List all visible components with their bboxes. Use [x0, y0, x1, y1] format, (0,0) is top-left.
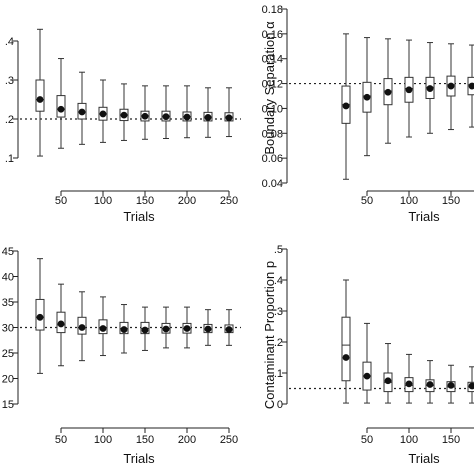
mean-point	[342, 102, 350, 110]
y-tick-label: 25	[2, 348, 14, 360]
y-tick-label: 0.10	[262, 103, 283, 115]
mean-point	[120, 111, 128, 119]
panel-top-left: .1 .2 .3 .4 50 100 150 200 250 Trials	[5, 28, 241, 224]
mean-point	[384, 88, 392, 96]
y-tick-label: .3	[5, 75, 14, 87]
y-tick-label: 0	[277, 399, 283, 411]
mean-point	[447, 382, 455, 389]
x-tick-label: 150	[442, 434, 460, 446]
mean-point	[162, 113, 170, 121]
mean-point	[78, 324, 86, 331]
mean-point	[363, 372, 371, 380]
mean-point	[426, 85, 434, 92]
y-tick-label: .5	[274, 244, 283, 256]
mean-point	[99, 110, 107, 118]
box	[341, 316, 351, 382]
mean-point	[36, 96, 44, 103]
y-tick-label: .2	[5, 114, 14, 126]
panel-top-right: 0.04 0.06 0.08 0.10 0.12 0.14 0.16 0.18 50 100 150…	[262, 4, 474, 224]
y-tick-label: .2	[274, 337, 283, 349]
x-tick-label: 250	[220, 195, 238, 207]
y-tick-label: .3	[274, 306, 283, 318]
x-axis-title: Trials	[123, 209, 155, 224]
mean-point	[405, 86, 413, 94]
x-axis-title: Trials	[123, 451, 155, 466]
mean-point	[405, 380, 413, 388]
y-tick-label: 15	[2, 399, 14, 411]
mean-point	[204, 114, 212, 121]
mean-point	[141, 112, 149, 120]
mean-point	[78, 108, 86, 116]
y-tick-label: 0.12	[262, 79, 283, 91]
y-tick-label: .1	[5, 153, 14, 165]
x-axis-title: Trials	[408, 209, 440, 224]
mean-point	[183, 325, 191, 332]
mean-point	[120, 326, 128, 333]
mean-point	[36, 313, 44, 321]
x-tick-label: 200	[178, 195, 196, 207]
mean-point	[183, 113, 191, 121]
y-axis-title: Boundary Separation α	[262, 21, 277, 155]
mean-point	[468, 82, 474, 90]
mean-point	[57, 320, 65, 328]
panel-bottom-right: 0.1.2.3.4.550100150200TrialsContaminant …	[262, 244, 474, 466]
y-tick-label: 30	[2, 323, 14, 335]
mean-point	[225, 326, 233, 333]
y-tick-label: 40	[2, 272, 14, 284]
y-tick-label: 0.18	[262, 4, 283, 16]
mean-point	[426, 381, 434, 388]
x-tick-label: 50	[361, 434, 373, 446]
y-tick-label: 45	[2, 246, 14, 258]
mean-point	[162, 325, 170, 333]
y-tick-label: 35	[2, 297, 14, 309]
mean-point	[204, 325, 212, 333]
mean-point	[99, 325, 107, 332]
mean-point	[447, 82, 455, 90]
y-tick-label: .4	[5, 36, 14, 48]
x-tick-label: 250	[220, 434, 238, 446]
x-tick-label: 100	[400, 434, 418, 446]
x-tick-label: 200	[178, 434, 196, 446]
mean-point	[363, 93, 371, 101]
mean-point	[141, 326, 149, 334]
panel-bottom-left: 15 20 25 30 35 40 45 50 100 150 200 250 Trials	[2, 246, 241, 466]
mean-point	[468, 382, 474, 390]
x-tick-label: 150	[442, 195, 460, 207]
x-tick-label: 100	[94, 434, 112, 446]
box	[35, 79, 45, 112]
mean-point	[57, 105, 65, 113]
mean-point	[342, 354, 350, 361]
y-tick-label: 0.14	[262, 54, 283, 66]
y-tick-label: .4	[274, 275, 283, 287]
y-tick-label: 0.04	[262, 178, 283, 190]
x-tick-label: 150	[136, 195, 154, 207]
x-axis-title: Trials	[408, 451, 440, 466]
x-tick-label: 150	[136, 434, 154, 446]
x-tick-label: 50	[55, 195, 67, 207]
x-tick-label: 50	[55, 434, 67, 446]
y-tick-label: .1	[274, 368, 283, 380]
x-tick-label: 100	[94, 195, 112, 207]
mean-point	[384, 377, 392, 385]
mean-point	[225, 114, 233, 122]
y-axis-title: Contaminant Proportion p	[262, 261, 277, 409]
y-tick-label: 0.06	[262, 153, 283, 165]
x-tick-label: 50	[361, 195, 373, 207]
y-tick-label: 20	[2, 374, 14, 386]
x-tick-label: 100	[400, 195, 418, 207]
y-tick-label: 0.16	[262, 29, 283, 41]
y-tick-label: 0.08	[262, 128, 283, 140]
